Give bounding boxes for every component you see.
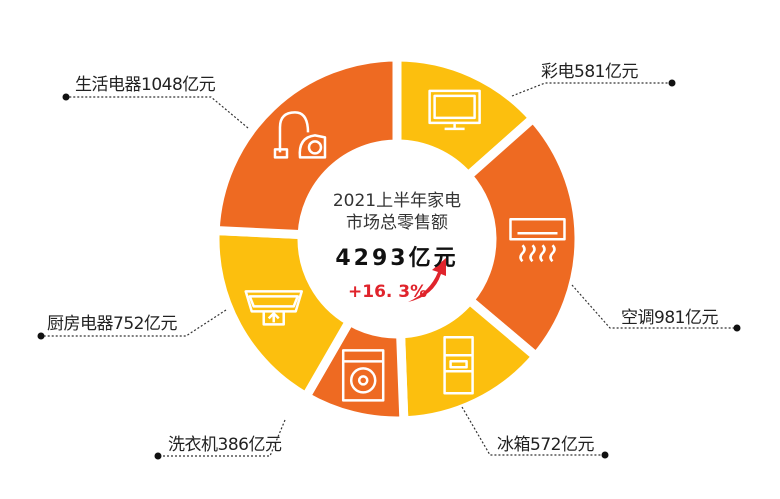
label-ac: 空调981亿元 bbox=[621, 308, 718, 328]
refrigerator-icon bbox=[443, 336, 474, 395]
slice-air-conditioner bbox=[461, 111, 584, 363]
label-kitchen: 厨房电器752亿元 bbox=[47, 314, 177, 334]
leader-line-生活电器 bbox=[66, 96, 249, 129]
leader-dot bbox=[62, 93, 70, 101]
washing-machine-icon bbox=[341, 349, 385, 402]
center-title: 2021上半年家电 市场总零售额 bbox=[297, 190, 497, 234]
label-living: 生活电器1048亿元 bbox=[75, 75, 216, 95]
label-tv: 彩电581亿元 bbox=[541, 62, 638, 82]
center-title-line1: 2021上半年家电 bbox=[332, 191, 462, 211]
leader-dot bbox=[601, 451, 609, 459]
leader-dot bbox=[37, 332, 45, 340]
growth-arrow-icon bbox=[408, 258, 446, 302]
leader-dot bbox=[668, 79, 676, 87]
range-hood-icon bbox=[244, 290, 303, 326]
tv-icon bbox=[428, 89, 481, 131]
center-total: 4293亿元 bbox=[335, 246, 459, 271]
leader-line-厨房电器 bbox=[41, 309, 227, 337]
center-title-line2: 市场总零售额 bbox=[346, 213, 448, 233]
air-conditioner-icon bbox=[509, 218, 566, 263]
leader-line-洗衣机 bbox=[158, 419, 286, 457]
leader-line-冰箱 bbox=[461, 406, 605, 456]
leader-dot bbox=[154, 452, 162, 460]
leader-line-彩电 bbox=[511, 82, 672, 97]
leader-line-空调 bbox=[571, 284, 737, 329]
slice-range-hood bbox=[210, 225, 356, 403]
growth-rate: +16. 3% bbox=[348, 282, 428, 302]
vacuum-cleaner-icon bbox=[273, 111, 327, 159]
leader-dot bbox=[733, 324, 741, 332]
label-washer: 洗衣机386亿元 bbox=[168, 435, 282, 455]
slice-vacuum-cleaner bbox=[210, 52, 402, 240]
label-fridge: 冰箱572亿元 bbox=[497, 435, 594, 455]
